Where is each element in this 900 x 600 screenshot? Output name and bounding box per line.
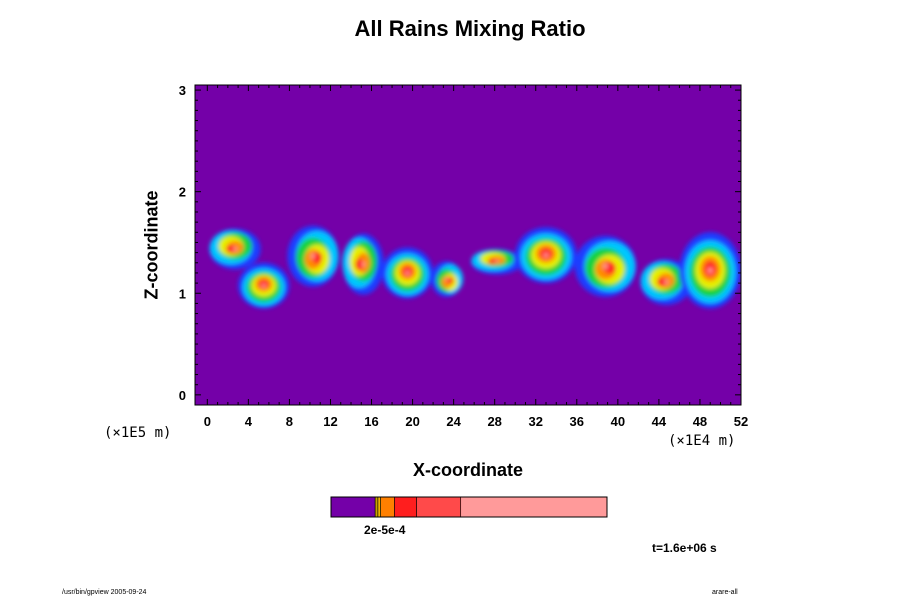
rain-band [238,262,290,309]
x-tick-label: 8 [286,414,293,429]
rain-contour [603,263,609,269]
rain-band [679,232,741,309]
y-tick-label: 3 [179,83,186,98]
time-label: t=1.6e+06 s [652,541,717,555]
x-tick-label: 4 [245,414,253,429]
rain-contour [487,259,498,265]
colorbar-frame [330,496,608,518]
rain-contour [707,267,713,274]
rain-band [574,235,637,297]
rain-contour [225,244,237,254]
rain-band [342,233,384,295]
footer-right: arare-all [712,589,738,596]
y-axis-label: Z-coordinate [141,190,162,300]
plot-background [195,85,741,405]
rain-contour [494,260,499,263]
x-tick-label: 36 [570,414,584,429]
x-tick-label: 16 [364,414,378,429]
x-tick-label: 52 [734,414,748,429]
rain-band [515,227,577,284]
x-tick-label: 44 [652,414,667,429]
x-tick-label: 0 [204,414,211,429]
rain-contour [355,258,364,271]
rain-contour [447,277,454,285]
footer-left: /usr/bin/gpview 2005-09-24 [62,589,147,596]
rain-contour [361,261,365,267]
rain-contour [445,277,448,281]
x-axis-unit: (×1E4 m) [668,433,736,449]
x-tick-label: 20 [405,414,419,429]
x-tick-label: 40 [611,414,625,429]
rain-band [209,228,261,270]
chart-title: All Rains Mixing Ratio [354,16,586,41]
rain-band [471,249,523,275]
colorbar-segment [330,496,376,518]
x-tick-label: 24 [446,414,461,429]
colorbar-segment [416,496,462,518]
y-axis-unit: (×1E5 m) [104,425,172,441]
rain-contour [663,280,669,284]
x-axis-label: X-coordinate [412,460,523,480]
rain-contour [261,283,266,288]
x-tick-label: 28 [487,414,501,429]
colorbar-segment [460,496,608,518]
rain-contour [656,277,668,287]
colorbar-segment [394,496,417,518]
plot-frame [194,84,742,406]
rain-contour [543,252,549,258]
x-tick-label: 48 [693,414,707,429]
colorbar-segment [377,496,381,518]
y-tick-label: 2 [179,185,186,200]
rain-contour [405,270,410,275]
rain-band [381,247,434,299]
rain-band [287,225,339,287]
colorbar-label: 2e-5e-4 [364,523,406,537]
rain-contour [232,247,238,251]
colorbar-segment [374,496,379,518]
y-tick-label: 0 [179,388,186,403]
y-tick-label: 1 [179,286,186,301]
rain-band [431,261,464,297]
x-tick-label: 32 [529,414,543,429]
x-tick-label: 12 [323,414,337,429]
rain-contour [311,253,316,259]
colorbar-segment [380,496,395,518]
rain-band [640,259,692,305]
